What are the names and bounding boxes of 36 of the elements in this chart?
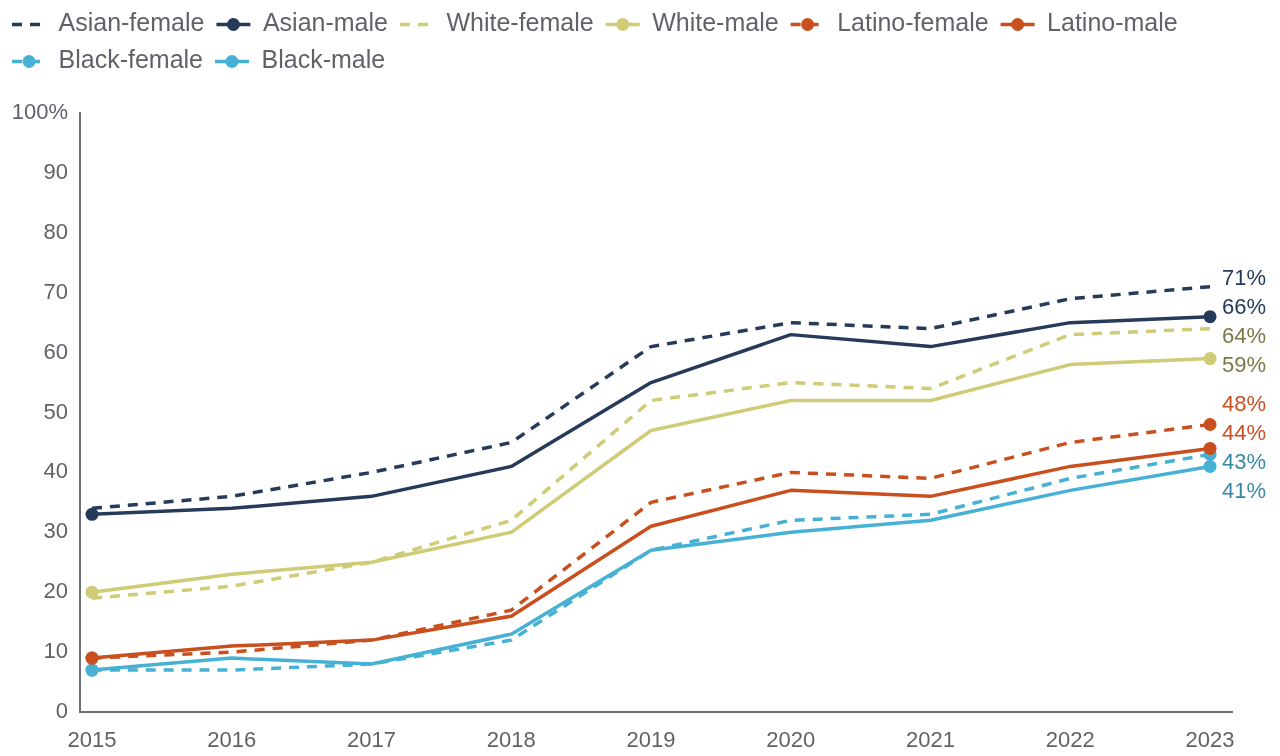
- y-tick-label: 20: [43, 578, 68, 604]
- data-label: 48%: [1222, 391, 1267, 416]
- y-tick-label: 50: [43, 398, 68, 424]
- data-label: 44%: [1222, 420, 1267, 445]
- x-tick-label: 2023: [1185, 727, 1235, 753]
- y-tick-label: 70: [43, 278, 68, 304]
- y-tick-label: 60: [43, 338, 68, 364]
- x-tick-label: 2021: [906, 727, 956, 753]
- data-label: 71%: [1222, 265, 1267, 291]
- y-tick-label: 80: [43, 218, 68, 244]
- legend-label: Asian-male: [262, 8, 388, 37]
- x-tick-label: 2017: [347, 727, 397, 753]
- legend-label: Latino-female: [837, 8, 989, 37]
- legend-label: Black-male: [261, 45, 386, 74]
- y-tick-label: 90: [43, 158, 68, 184]
- x-tick-label: 2022: [1045, 727, 1095, 753]
- legend-label: White-male: [652, 8, 779, 37]
- data-label: 66%: [1222, 294, 1267, 320]
- x-tick-label: 2016: [207, 727, 257, 753]
- data-label: 41%: [1222, 478, 1267, 503]
- x-tick-label: 2018: [486, 727, 536, 753]
- legend-label: Black-female: [58, 45, 203, 74]
- y-tick-label: 0: [55, 698, 68, 724]
- legend-label: Latino-male: [1047, 8, 1178, 37]
- y-tick-label: 10: [43, 638, 68, 664]
- y-tick-label: 30: [43, 518, 68, 544]
- y-tick-label: 40: [43, 458, 68, 484]
- x-tick-label: 2020: [766, 727, 816, 753]
- data-label: 64%: [1222, 323, 1267, 349]
- y-tick-label: 100%: [11, 99, 68, 125]
- x-tick-label: 2019: [626, 727, 676, 753]
- x-tick-label: 2015: [67, 727, 117, 753]
- data-label: 59%: [1222, 352, 1267, 378]
- legend-label: White-female: [446, 8, 594, 37]
- data-label: 43%: [1222, 449, 1267, 474]
- legend-label: Asian-female: [58, 8, 205, 37]
